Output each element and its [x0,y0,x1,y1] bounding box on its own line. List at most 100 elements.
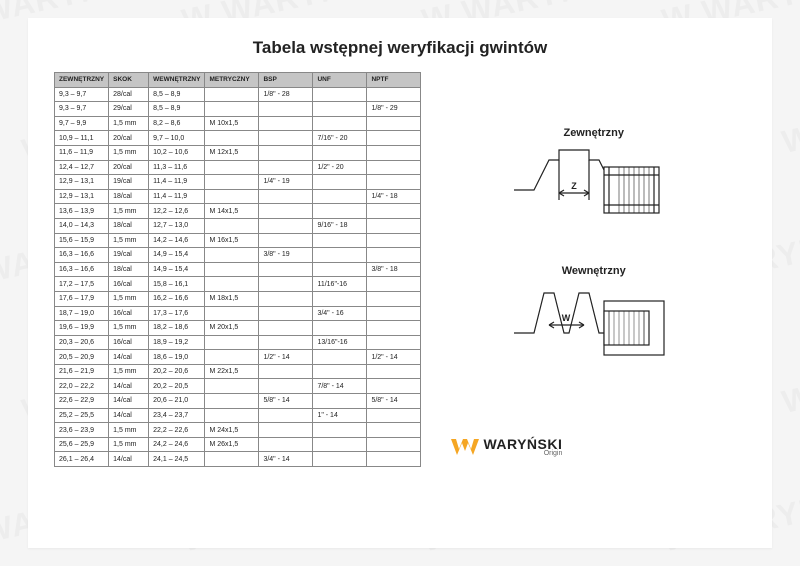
table-cell [259,335,313,350]
table-cell: 3/4" - 16 [313,306,367,321]
table-cell: 3/4" - 14 [259,452,313,467]
table-cell [205,248,259,263]
table-cell [367,248,421,263]
svg-text:Z: Z [571,181,577,191]
table-cell: 29/cal [109,102,149,117]
internal-diagram-label: Wewnętrzny [441,265,746,277]
table-cell: 9,3 – 9,7 [55,87,109,102]
table-cell: 14/cal [109,452,149,467]
table-cell: 8,5 – 8,9 [149,87,205,102]
page-title: Tabela wstępnej weryfikacji gwintów [54,38,746,58]
table-cell: 12,2 – 12,6 [149,204,205,219]
column-header: NPTF [367,73,421,88]
table-cell [259,102,313,117]
table-cell: 11,3 – 11,6 [149,160,205,175]
table-cell: 11,6 – 11,9 [55,145,109,160]
table-row: 26,1 – 26,414/cal24,1 – 24,53/4" - 14 [55,452,421,467]
table-row: 11,6 – 11,91,5 mm10,2 – 10,6M 12x1,5 [55,145,421,160]
side-panel: Zewnętrzny Z Wewnętrzny [441,72,746,467]
table-cell [367,204,421,219]
table-cell [205,452,259,467]
table-cell [367,321,421,336]
table-row: 20,3 – 20,616/cal18,9 – 19,213/16"-16 [55,335,421,350]
table-cell: 18/cal [109,218,149,233]
table-cell [259,306,313,321]
table-cell [367,131,421,146]
table-cell: M 20x1,5 [205,321,259,336]
table-cell: 26,1 – 26,4 [55,452,109,467]
table-cell: 12,9 – 13,1 [55,189,109,204]
table-cell: 23,4 – 23,7 [149,408,205,423]
table-row: 17,2 – 17,516/cal15,8 – 16,111/16"-16 [55,277,421,292]
table-cell: 3/8" - 18 [367,262,421,277]
table-cell: 7/16" - 20 [313,131,367,146]
table-cell: 5/8" - 14 [367,394,421,409]
table-cell: 1/2" - 14 [367,350,421,365]
table-cell: 12,7 – 13,0 [149,218,205,233]
table-cell [205,175,259,190]
table-cell [367,218,421,233]
table-cell: 21,6 – 21,9 [55,364,109,379]
table-cell: 19/cal [109,248,149,263]
table-cell: 25,6 – 25,9 [55,437,109,452]
table-cell: 19/cal [109,175,149,190]
column-header: UNF [313,73,367,88]
table-cell [259,262,313,277]
table-cell: 1,5 mm [109,321,149,336]
table-cell: M 18x1,5 [205,291,259,306]
table-cell [367,116,421,131]
table-cell [259,379,313,394]
table-cell [259,321,313,336]
table-cell [367,291,421,306]
table-cell: 11,4 – 11,9 [149,189,205,204]
table-row: 16,3 – 16,618/cal14,9 – 15,43/8" - 18 [55,262,421,277]
table-cell [205,408,259,423]
table-row: 15,6 – 15,91,5 mm14,2 – 14,6M 16x1,5 [55,233,421,248]
table-cell: 9,7 – 9,9 [55,116,109,131]
table-cell [205,335,259,350]
table-cell: 16/cal [109,306,149,321]
table-cell [205,306,259,321]
table-row: 17,6 – 17,91,5 mm16,2 – 16,6M 18x1,5 [55,291,421,306]
table-cell [313,233,367,248]
table-cell: 18,2 – 18,6 [149,321,205,336]
table-cell: 16,2 – 16,6 [149,291,205,306]
brand-logo: WARYŃSKI Origin [451,436,562,457]
table-cell: M 16x1,5 [205,233,259,248]
table-cell: 25,2 – 25,5 [55,408,109,423]
table-cell [367,408,421,423]
table-cell: 17,3 – 17,6 [149,306,205,321]
table-cell: 22,2 – 22,6 [149,423,205,438]
table-cell: 1,5 mm [109,291,149,306]
table-cell: 20,6 – 21,0 [149,394,205,409]
table-cell [205,102,259,117]
table-cell [205,160,259,175]
table-cell: 1,5 mm [109,364,149,379]
table-row: 18,7 – 19,016/cal17,3 – 17,63/4" - 16 [55,306,421,321]
table-cell: M 10x1,5 [205,116,259,131]
table-cell [205,277,259,292]
table-cell: 5/8" - 14 [259,394,313,409]
brand-w-icon [451,437,479,457]
column-header: ZEWNĘTRZNY [55,73,109,88]
table-row: 23,6 – 23,91,5 mm22,2 – 22,6M 24x1,5 [55,423,421,438]
table-cell: 14,2 – 14,6 [149,233,205,248]
internal-caliper-diagram: W [509,283,679,373]
table-cell: 20,2 – 20,6 [149,364,205,379]
table-cell: 8,5 – 8,9 [149,102,205,117]
table-cell: 1/4" - 19 [259,175,313,190]
table-cell [367,277,421,292]
thread-table-wrap: ZEWNĘTRZNYSKOKWEWNĘTRZNYMETRYCZNYBSPUNFN… [54,72,421,467]
table-cell [205,262,259,277]
external-caliper-diagram: Z [509,145,679,235]
table-cell [313,321,367,336]
table-cell: 13,6 – 13,9 [55,204,109,219]
table-cell [367,379,421,394]
table-cell: 16/cal [109,277,149,292]
table-cell [205,218,259,233]
table-cell: 14,9 – 15,4 [149,248,205,263]
table-cell: 1/8" - 28 [259,87,313,102]
table-cell [313,262,367,277]
table-cell [313,204,367,219]
column-header: WEWNĘTRZNY [149,73,205,88]
